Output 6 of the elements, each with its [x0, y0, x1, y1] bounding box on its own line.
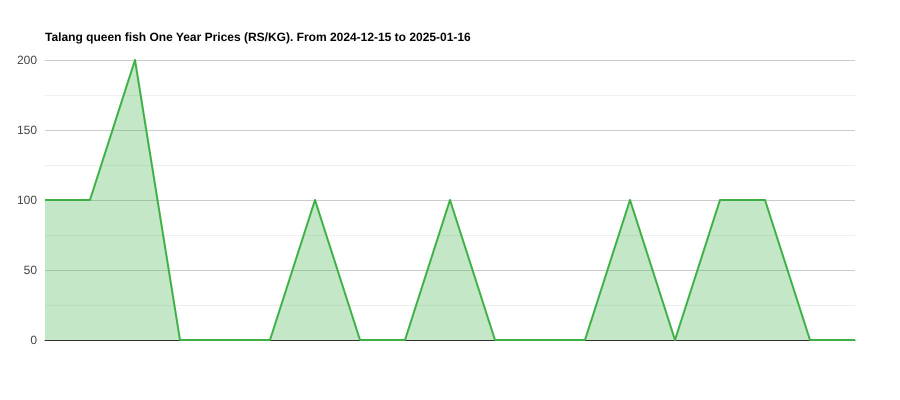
y-tick-label: 50 [24, 263, 38, 277]
y-tick-label: 100 [16, 193, 38, 207]
chart-title: Talang queen fish One Year Prices (RS/KG). From 2024-12-15 to 2025-01-16 [45, 30, 472, 44]
y-tick-label: 150 [16, 123, 38, 137]
y-tick-label: 200 [16, 53, 38, 67]
y-tick-label: 0 [30, 333, 38, 347]
